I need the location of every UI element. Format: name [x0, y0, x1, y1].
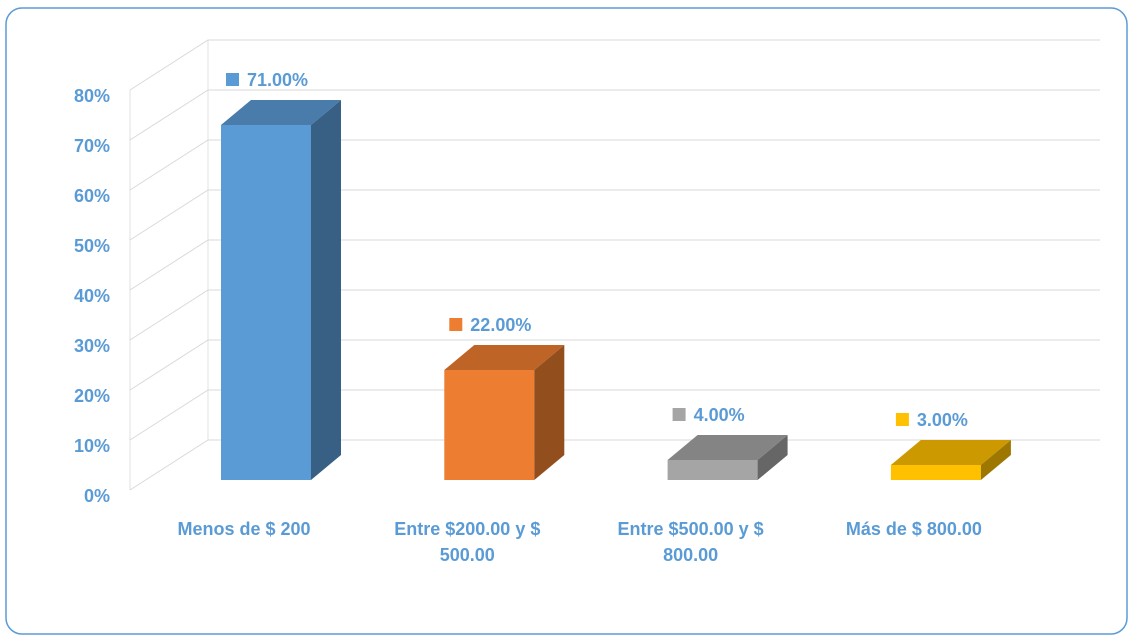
- grid-line: [129, 139, 1100, 191]
- bar-side: [757, 435, 788, 480]
- data-label: 3.00%: [917, 410, 968, 430]
- bar-front: [890, 465, 981, 480]
- x-tick-label: Menos de $ 200: [177, 519, 311, 539]
- grid-line: [129, 239, 1100, 291]
- y-tick-label: 20%: [74, 386, 110, 406]
- grid-line: [129, 189, 1100, 241]
- bar-side: [311, 100, 341, 480]
- grid-line: [129, 89, 1100, 141]
- y-tick-label: 70%: [74, 136, 110, 156]
- data-label: 22.00%: [470, 315, 531, 335]
- y-tick-label: 60%: [74, 186, 110, 206]
- bar-top: [667, 435, 788, 460]
- legend-key: [449, 318, 463, 331]
- bar-top: [890, 440, 1011, 465]
- y-tick-label: 50%: [74, 236, 110, 256]
- x-tick-label: Entre $200.00 y $ 500.00: [394, 519, 541, 565]
- grid-line: [129, 389, 1100, 441]
- legend-key: [895, 413, 909, 426]
- data-label: 71.00%: [247, 70, 308, 90]
- y-tick-label: 10%: [74, 436, 110, 456]
- grid-line: [129, 439, 1100, 491]
- bar-top: [444, 345, 565, 370]
- x-tick-label: Entre $500.00 y $ 800.00: [617, 519, 764, 565]
- bar-front: [667, 460, 758, 480]
- legend-key: [672, 408, 686, 421]
- bar-side: [980, 440, 1011, 480]
- data-label: 4.00%: [694, 405, 745, 425]
- bar-side: [534, 345, 565, 480]
- bar-front: [444, 370, 535, 480]
- grid-line: [129, 289, 1100, 341]
- y-tick-label: 80%: [74, 86, 110, 106]
- bar-front: [221, 125, 311, 480]
- y-tick-label: 30%: [74, 336, 110, 356]
- legend-key: [226, 73, 239, 86]
- y-tick-label: 0%: [84, 486, 110, 506]
- y-tick-label: 40%: [74, 286, 110, 306]
- grid-line: [129, 39, 1100, 91]
- bar-top: [221, 100, 341, 125]
- grid-line: [129, 339, 1100, 391]
- x-tick-label: Más de $ 800.00: [845, 519, 982, 539]
